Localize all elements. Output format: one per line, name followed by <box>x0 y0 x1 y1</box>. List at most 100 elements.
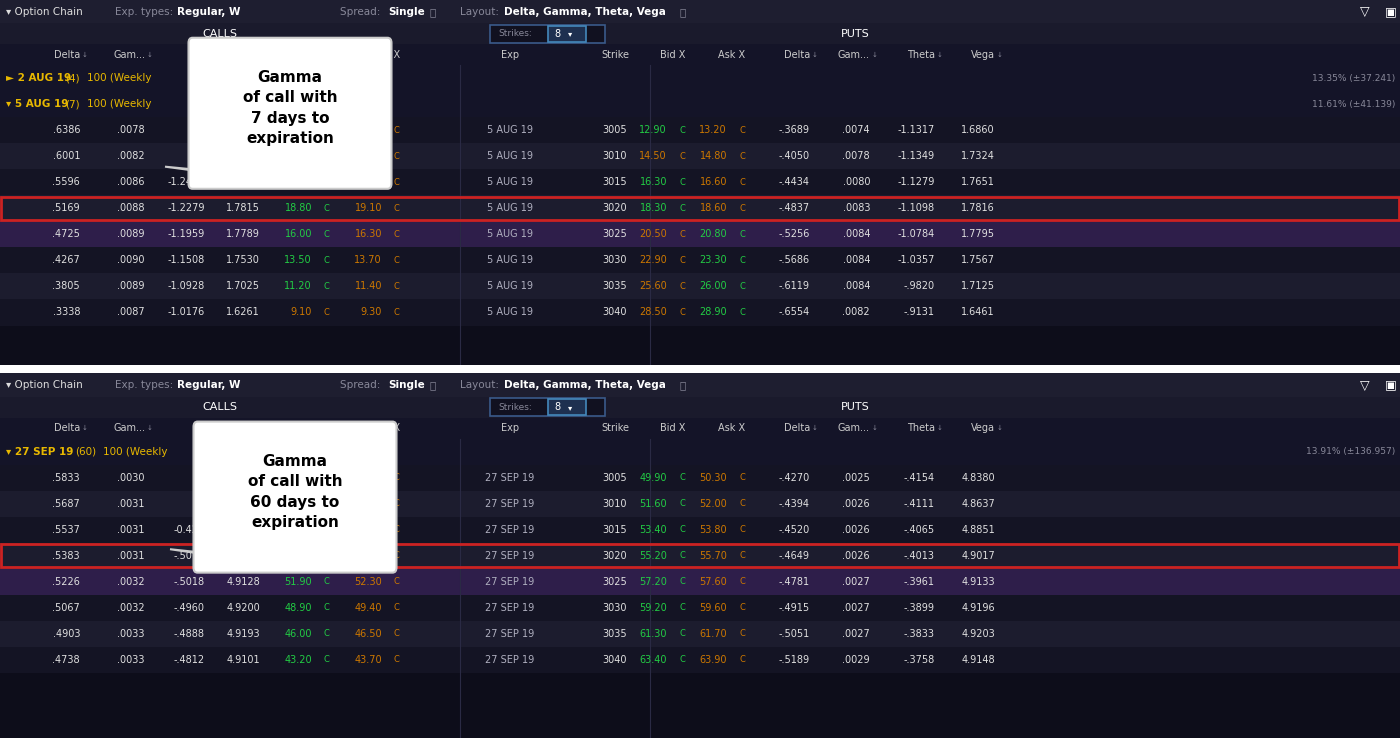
Text: C: C <box>393 256 400 265</box>
Bar <box>490 399 605 416</box>
Text: .0080: .0080 <box>843 177 869 187</box>
Text: .0031: .0031 <box>118 499 146 508</box>
Text: C: C <box>679 308 685 317</box>
Text: 51.90: 51.90 <box>284 577 312 587</box>
Text: C: C <box>323 204 330 213</box>
Text: -1.0784: -1.0784 <box>897 230 935 239</box>
Bar <box>0 0 1400 24</box>
Text: C: C <box>393 577 400 586</box>
Text: 14.50: 14.50 <box>640 151 666 161</box>
Text: .0031: .0031 <box>118 525 146 534</box>
Text: Delta: Delta <box>784 49 811 60</box>
Text: Ask X: Ask X <box>372 423 400 433</box>
Text: -1.1959: -1.1959 <box>168 230 204 239</box>
Text: Bid X: Bid X <box>659 49 685 60</box>
Text: 13.35% (±37.241): 13.35% (±37.241) <box>1312 74 1394 83</box>
Bar <box>0 300 1400 325</box>
Text: C: C <box>679 230 685 239</box>
Text: .0082: .0082 <box>118 151 146 161</box>
Text: -.6119: -.6119 <box>778 281 811 292</box>
Text: Strikes:: Strikes: <box>498 403 532 412</box>
Text: 4.8980: 4.8980 <box>227 551 260 561</box>
Text: 49.90: 49.90 <box>640 472 666 483</box>
Text: -.5686: -.5686 <box>778 255 811 266</box>
Text: 3035: 3035 <box>602 629 627 639</box>
Text: 1.6461: 1.6461 <box>962 308 995 317</box>
Text: 3015: 3015 <box>602 177 627 187</box>
Text: 3030: 3030 <box>603 603 627 613</box>
Text: C: C <box>679 473 685 482</box>
Text: ⮡: ⮡ <box>430 7 437 17</box>
Text: 18.60: 18.60 <box>700 204 727 213</box>
Bar <box>547 399 587 415</box>
Text: 4.8761: 4.8761 <box>227 525 260 534</box>
Text: -.4111: -.4111 <box>904 499 935 508</box>
Text: .5687: .5687 <box>52 499 80 508</box>
Text: .5383: .5383 <box>52 551 80 561</box>
Text: 4.9196: 4.9196 <box>962 603 995 613</box>
Text: -.9820: -.9820 <box>904 281 935 292</box>
Text: 63.90: 63.90 <box>700 655 727 665</box>
Text: 13.20: 13.20 <box>700 125 727 135</box>
Text: 27 SEP 19: 27 SEP 19 <box>486 551 535 561</box>
Text: C: C <box>739 499 745 508</box>
Text: C: C <box>323 525 330 534</box>
Text: Delta: Delta <box>53 49 80 60</box>
Text: .0033: .0033 <box>118 629 146 639</box>
Bar <box>1 196 1399 220</box>
Text: -1.1349: -1.1349 <box>897 151 935 161</box>
Text: .0032: .0032 <box>118 577 146 587</box>
Text: C: C <box>739 551 745 560</box>
Text: 13.50: 13.50 <box>284 255 312 266</box>
Text: -1.1508: -1.1508 <box>168 255 204 266</box>
Text: 63.40: 63.40 <box>640 655 666 665</box>
Text: C: C <box>739 256 745 265</box>
Text: 65.00: 65.00 <box>354 472 382 483</box>
Text: 23.30: 23.30 <box>700 255 727 266</box>
Text: .3805: .3805 <box>52 281 80 292</box>
Text: Gam...: Gam... <box>839 49 869 60</box>
Text: .0078: .0078 <box>118 125 146 135</box>
Text: CALLS: CALLS <box>203 29 238 39</box>
Text: PUTS: PUTS <box>840 29 869 39</box>
Text: 50.30: 50.30 <box>700 472 727 483</box>
Bar <box>0 542 1400 569</box>
Text: 3010: 3010 <box>603 151 627 161</box>
Text: .0033: .0033 <box>118 655 146 665</box>
Text: 57.20: 57.20 <box>640 577 666 587</box>
Text: 19.10: 19.10 <box>354 204 382 213</box>
Text: C: C <box>323 282 330 291</box>
Text: Bid X: Bid X <box>659 423 685 433</box>
Text: 1.7651: 1.7651 <box>962 177 995 187</box>
Text: -1.2279: -1.2279 <box>168 204 204 213</box>
Text: Bid X: Bid X <box>305 423 330 433</box>
Text: 61.30: 61.30 <box>640 629 666 639</box>
Text: Vega: Vega <box>972 423 995 433</box>
Text: Delta, Gamma, Theta, Vega: Delta, Gamma, Theta, Vega <box>504 380 666 390</box>
Text: 100 (Weekly: 100 (Weekly <box>104 446 168 457</box>
Text: .0030: .0030 <box>118 472 146 483</box>
Text: Strikes:: Strikes: <box>498 30 532 38</box>
Text: .0090: .0090 <box>118 255 146 266</box>
Text: 46.00: 46.00 <box>284 629 312 639</box>
Text: C: C <box>323 551 330 560</box>
Text: 49.40: 49.40 <box>354 603 382 613</box>
Bar <box>0 569 1400 595</box>
Text: .0086: .0086 <box>118 177 146 187</box>
Text: 100 (Weekly: 100 (Weekly <box>87 99 151 109</box>
Text: C: C <box>679 125 685 135</box>
Text: 4.9101: 4.9101 <box>227 655 260 665</box>
Text: -.4434: -.4434 <box>778 177 811 187</box>
Text: Gam...: Gam... <box>839 423 869 433</box>
Text: ↓: ↓ <box>83 52 88 58</box>
Text: .0084: .0084 <box>843 281 869 292</box>
Text: -.3961: -.3961 <box>904 577 935 587</box>
Text: 20.80: 20.80 <box>700 230 727 239</box>
Text: ↓: ↓ <box>83 425 88 431</box>
Text: Exp. types:: Exp. types: <box>115 7 176 17</box>
Text: 27 SEP 19: 27 SEP 19 <box>486 655 535 665</box>
Text: -1.2451: -1.2451 <box>168 177 204 187</box>
Text: .0031: .0031 <box>118 551 146 561</box>
Text: T: T <box>199 49 204 60</box>
Text: C: C <box>323 655 330 664</box>
